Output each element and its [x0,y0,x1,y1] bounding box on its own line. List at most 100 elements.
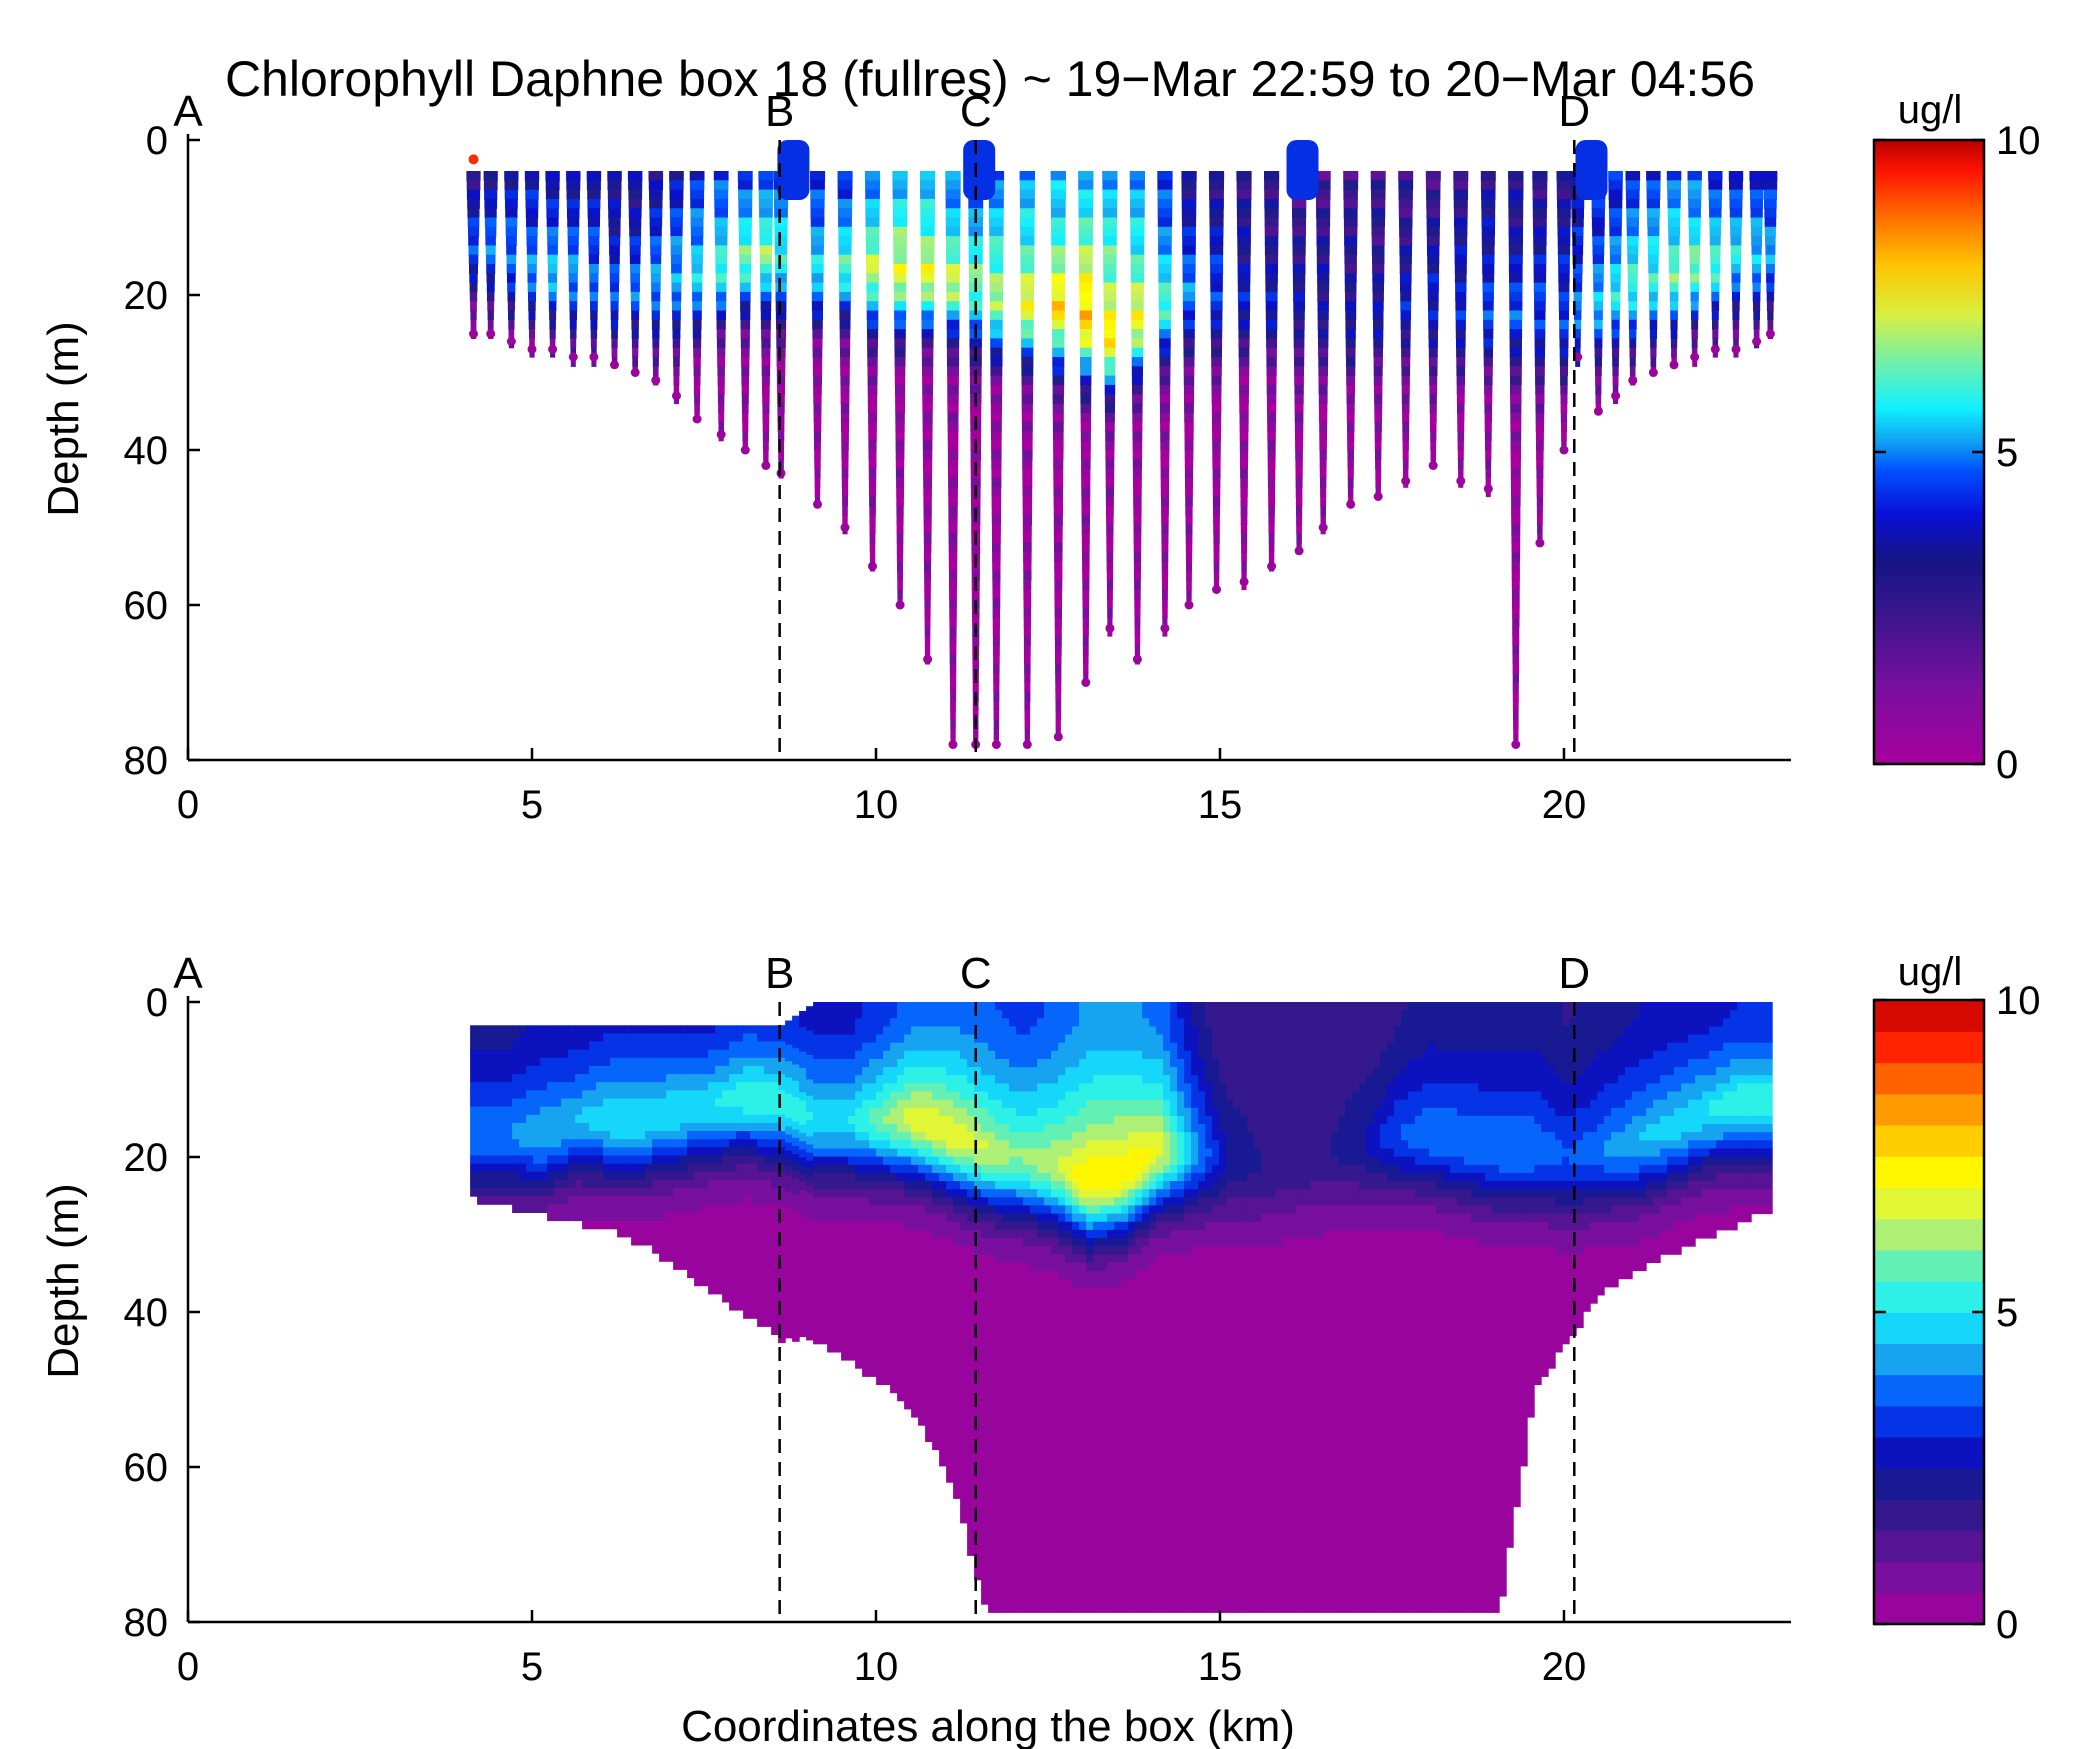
profile-segment [1024,710,1031,721]
contour-cell [848,1189,856,1198]
profile-segment [1373,319,1384,330]
contour-cell [953,1335,961,1345]
profile-segment [1764,208,1777,219]
contour-cell [498,1049,506,1059]
profile-segment [1130,264,1145,274]
profile-segment [1106,515,1114,525]
contour-cell [778,1204,786,1213]
contour-cell [911,1327,919,1337]
profile-segment [1296,515,1303,525]
contour-cell [701,1269,709,1279]
profile-segment [1020,282,1034,293]
profile [1078,171,1094,687]
contour-cell [855,1360,863,1369]
profile [586,171,602,367]
contour-cell [890,1124,898,1133]
contour-cell [645,1188,653,1197]
contour-cell [568,1163,576,1173]
contour-cell [918,1351,926,1361]
profile-segment [1591,208,1605,219]
contour-cell [883,1099,891,1109]
contour-cell [736,1090,744,1099]
contour-cell [610,1114,618,1124]
contour-cell [498,1090,506,1099]
contour-cell [981,1164,989,1174]
contour-cell [890,1221,898,1231]
profile-segment [652,338,660,349]
profile-segment [1510,384,1522,395]
profile-segment [1508,226,1523,237]
contour-cell [701,1082,709,1091]
profile-segment [1511,543,1521,553]
profile-segment [1134,617,1141,628]
profile-segment [1054,598,1062,609]
profile-segment [1646,180,1661,191]
profile-segment [1711,282,1720,293]
profile-segment [1534,291,1546,302]
profile-segment [1318,384,1328,395]
contour-cell [827,1075,835,1084]
contour-cell [855,1172,863,1182]
contour-cell [715,1212,723,1222]
profile-segment [895,459,905,470]
profile-segment [506,264,516,274]
profile-segment [865,198,880,209]
profile-segment [1292,217,1306,228]
contour-cell [827,1083,835,1093]
contour-cell [750,1090,758,1099]
contour-cell [813,1042,821,1052]
profile-segment [896,487,904,498]
profile-segment [949,617,957,628]
profile-segment [1767,319,1774,330]
contour-cell [848,1034,856,1044]
contour-cell [967,1514,975,1524]
contour-cell [645,1163,653,1173]
profile-tip [1081,678,1091,687]
contour-cell [813,1189,821,1198]
contour-cell [659,1171,667,1181]
profile-segment [1510,375,1522,386]
contour-cell [862,1197,870,1206]
profile-segment [921,329,934,339]
profile-segment [993,691,1000,702]
contour-cell [694,1025,702,1034]
profile-segment [989,291,1003,302]
contour-cell [918,1335,926,1345]
profile-segment [1535,366,1545,377]
contour-cell [722,1277,730,1287]
profile [713,171,729,442]
contour-cell [582,1220,590,1230]
profile-segment [632,357,638,367]
profile-segment [1402,412,1410,423]
contour-cell [967,1522,975,1532]
contour-cell [869,1311,877,1320]
contour-cell [911,1026,919,1036]
profile-segment [866,282,879,293]
contour-cell [603,1033,611,1043]
profile-segment [894,338,906,349]
contour-cell [834,1050,842,1060]
contour-cell [750,1074,758,1083]
contour-cell [862,1238,870,1247]
contour-column [862,1002,870,1377]
profile-segment [1082,617,1089,628]
profile-tip [1648,368,1658,377]
contour-cell [568,1057,576,1067]
profile-segment [1104,394,1116,405]
contour-cell [876,1099,884,1109]
contour-cell [834,1010,842,1019]
contour-cell [883,1132,891,1141]
contour-cell [974,1140,982,1149]
profile-segment [652,329,660,339]
contour-cell [960,1376,968,1385]
profile-segment [1512,691,1519,702]
profile-segment [1373,347,1383,358]
profile-segment [1345,310,1357,321]
profile-segment [1184,431,1194,442]
profile-segment [1238,329,1250,339]
profile-segment [945,236,961,246]
contour-cell [925,1181,933,1190]
profile-segment [1627,273,1638,284]
contour-cell [743,1236,751,1246]
contour-cell [995,1067,1003,1076]
